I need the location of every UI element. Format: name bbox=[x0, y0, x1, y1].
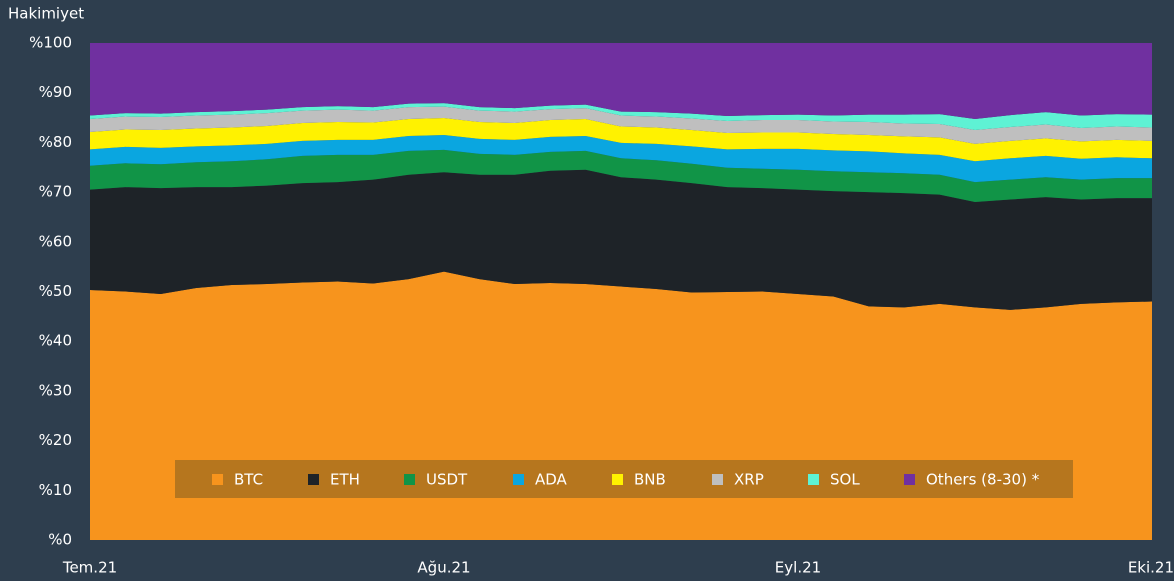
area bbox=[90, 43, 1152, 120]
y-tick-label: %20 bbox=[39, 431, 72, 449]
legend-marker bbox=[308, 474, 319, 485]
y-tick-label: %60 bbox=[39, 232, 72, 250]
legend-label: XRP bbox=[734, 471, 764, 489]
area bbox=[90, 271, 1152, 540]
y-tick-label: %50 bbox=[39, 282, 72, 300]
legend-marker bbox=[808, 474, 819, 485]
legend-label: SOL bbox=[830, 471, 860, 489]
x-tick-label: Eki.21 bbox=[1128, 559, 1174, 577]
legend-label: ADA bbox=[535, 471, 568, 489]
y-tick-label: %30 bbox=[39, 381, 72, 399]
legend-marker bbox=[612, 474, 623, 485]
legend-label: ETH bbox=[330, 471, 360, 489]
y-tick-label: %40 bbox=[39, 332, 72, 350]
legend-box bbox=[175, 460, 1073, 498]
x-tick-label: Tem.21 bbox=[62, 559, 117, 577]
y-tick-label: %70 bbox=[39, 183, 72, 201]
y-tick-label: %90 bbox=[39, 83, 72, 101]
y-tick-label: %10 bbox=[39, 481, 72, 499]
legend-marker bbox=[904, 474, 915, 485]
y-tick-label: %100 bbox=[29, 34, 72, 52]
legend-label: Others (8-30) * bbox=[926, 471, 1040, 489]
area bbox=[90, 149, 1152, 203]
legend-label: USDT bbox=[426, 471, 468, 489]
legend-marker bbox=[712, 474, 723, 485]
y-axis-label: Hakimiyet bbox=[8, 5, 84, 23]
legend-label: BTC bbox=[234, 471, 263, 489]
area bbox=[90, 134, 1152, 183]
x-tick-label: Eyl.21 bbox=[775, 559, 821, 577]
area bbox=[90, 118, 1152, 162]
y-tick-label: %80 bbox=[39, 133, 72, 151]
legend-marker bbox=[404, 474, 415, 485]
area bbox=[90, 106, 1152, 144]
area bbox=[90, 169, 1152, 310]
legend-marker bbox=[513, 474, 524, 485]
y-tick-label: %0 bbox=[48, 531, 72, 549]
area bbox=[90, 103, 1152, 130]
legend-marker bbox=[212, 474, 223, 485]
x-tick-label: Ağu.21 bbox=[417, 559, 470, 577]
legend-label: BNB bbox=[634, 471, 666, 489]
